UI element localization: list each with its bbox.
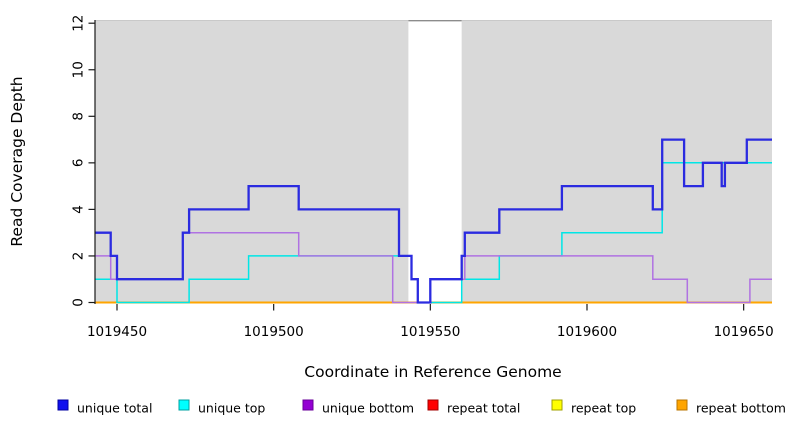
legend-item-label: unique total	[77, 401, 152, 416]
x-tick-label: 1019500	[244, 324, 304, 340]
legend-swatch	[302, 399, 314, 411]
legend-swatch	[178, 399, 190, 411]
y-tick-label: 8	[71, 112, 87, 121]
x-tick-label: 1019650	[714, 324, 774, 340]
y-tick-label: 0	[71, 298, 87, 307]
legend-item-repeat-total: repeat total	[427, 399, 520, 416]
y-tick-label: 4	[71, 205, 87, 214]
legend-swatch	[427, 399, 439, 411]
gap-band	[408, 20, 462, 304]
plot-area: 0 2 4 6 8 10 12 1019450 1019500 1019550 1019600 101…	[71, 15, 774, 340]
y-axis-label: Read Coverage Depth	[8, 76, 26, 246]
x-tick-label: 1019450	[87, 324, 147, 340]
legend-item-label: unique top	[198, 401, 265, 416]
legend-item-unique-total: unique total	[57, 399, 152, 416]
legend-item-repeat-bottom: repeat bottom	[676, 399, 786, 416]
y-tick-label: 2	[71, 252, 87, 261]
legend-item-unique-top: unique top	[178, 399, 265, 416]
legend-swatch	[57, 399, 69, 411]
legend-swatch	[551, 399, 563, 411]
legend: unique total unique top unique bottom repea…	[57, 399, 786, 416]
legend-item-unique-bottom: unique bottom	[302, 399, 414, 416]
x-tick-label: 1019550	[400, 324, 460, 340]
legend-item-label: repeat total	[447, 401, 520, 416]
series-line-unique-total	[95, 138, 772, 304]
legend-item-repeat-top: repeat top	[551, 399, 636, 416]
x-axis-label: Coordinate in Reference Genome	[304, 363, 561, 381]
x-tick-label: 1019600	[557, 324, 617, 340]
legend-item-label: repeat bottom	[696, 401, 786, 416]
legend-item-label: unique bottom	[322, 401, 414, 416]
legend-swatch	[676, 399, 688, 411]
legend-item-label: repeat top	[571, 401, 636, 416]
y-tick-label: 6	[71, 159, 87, 168]
y-tick-label: 12	[71, 15, 87, 32]
y-tick-label: 10	[71, 61, 87, 78]
